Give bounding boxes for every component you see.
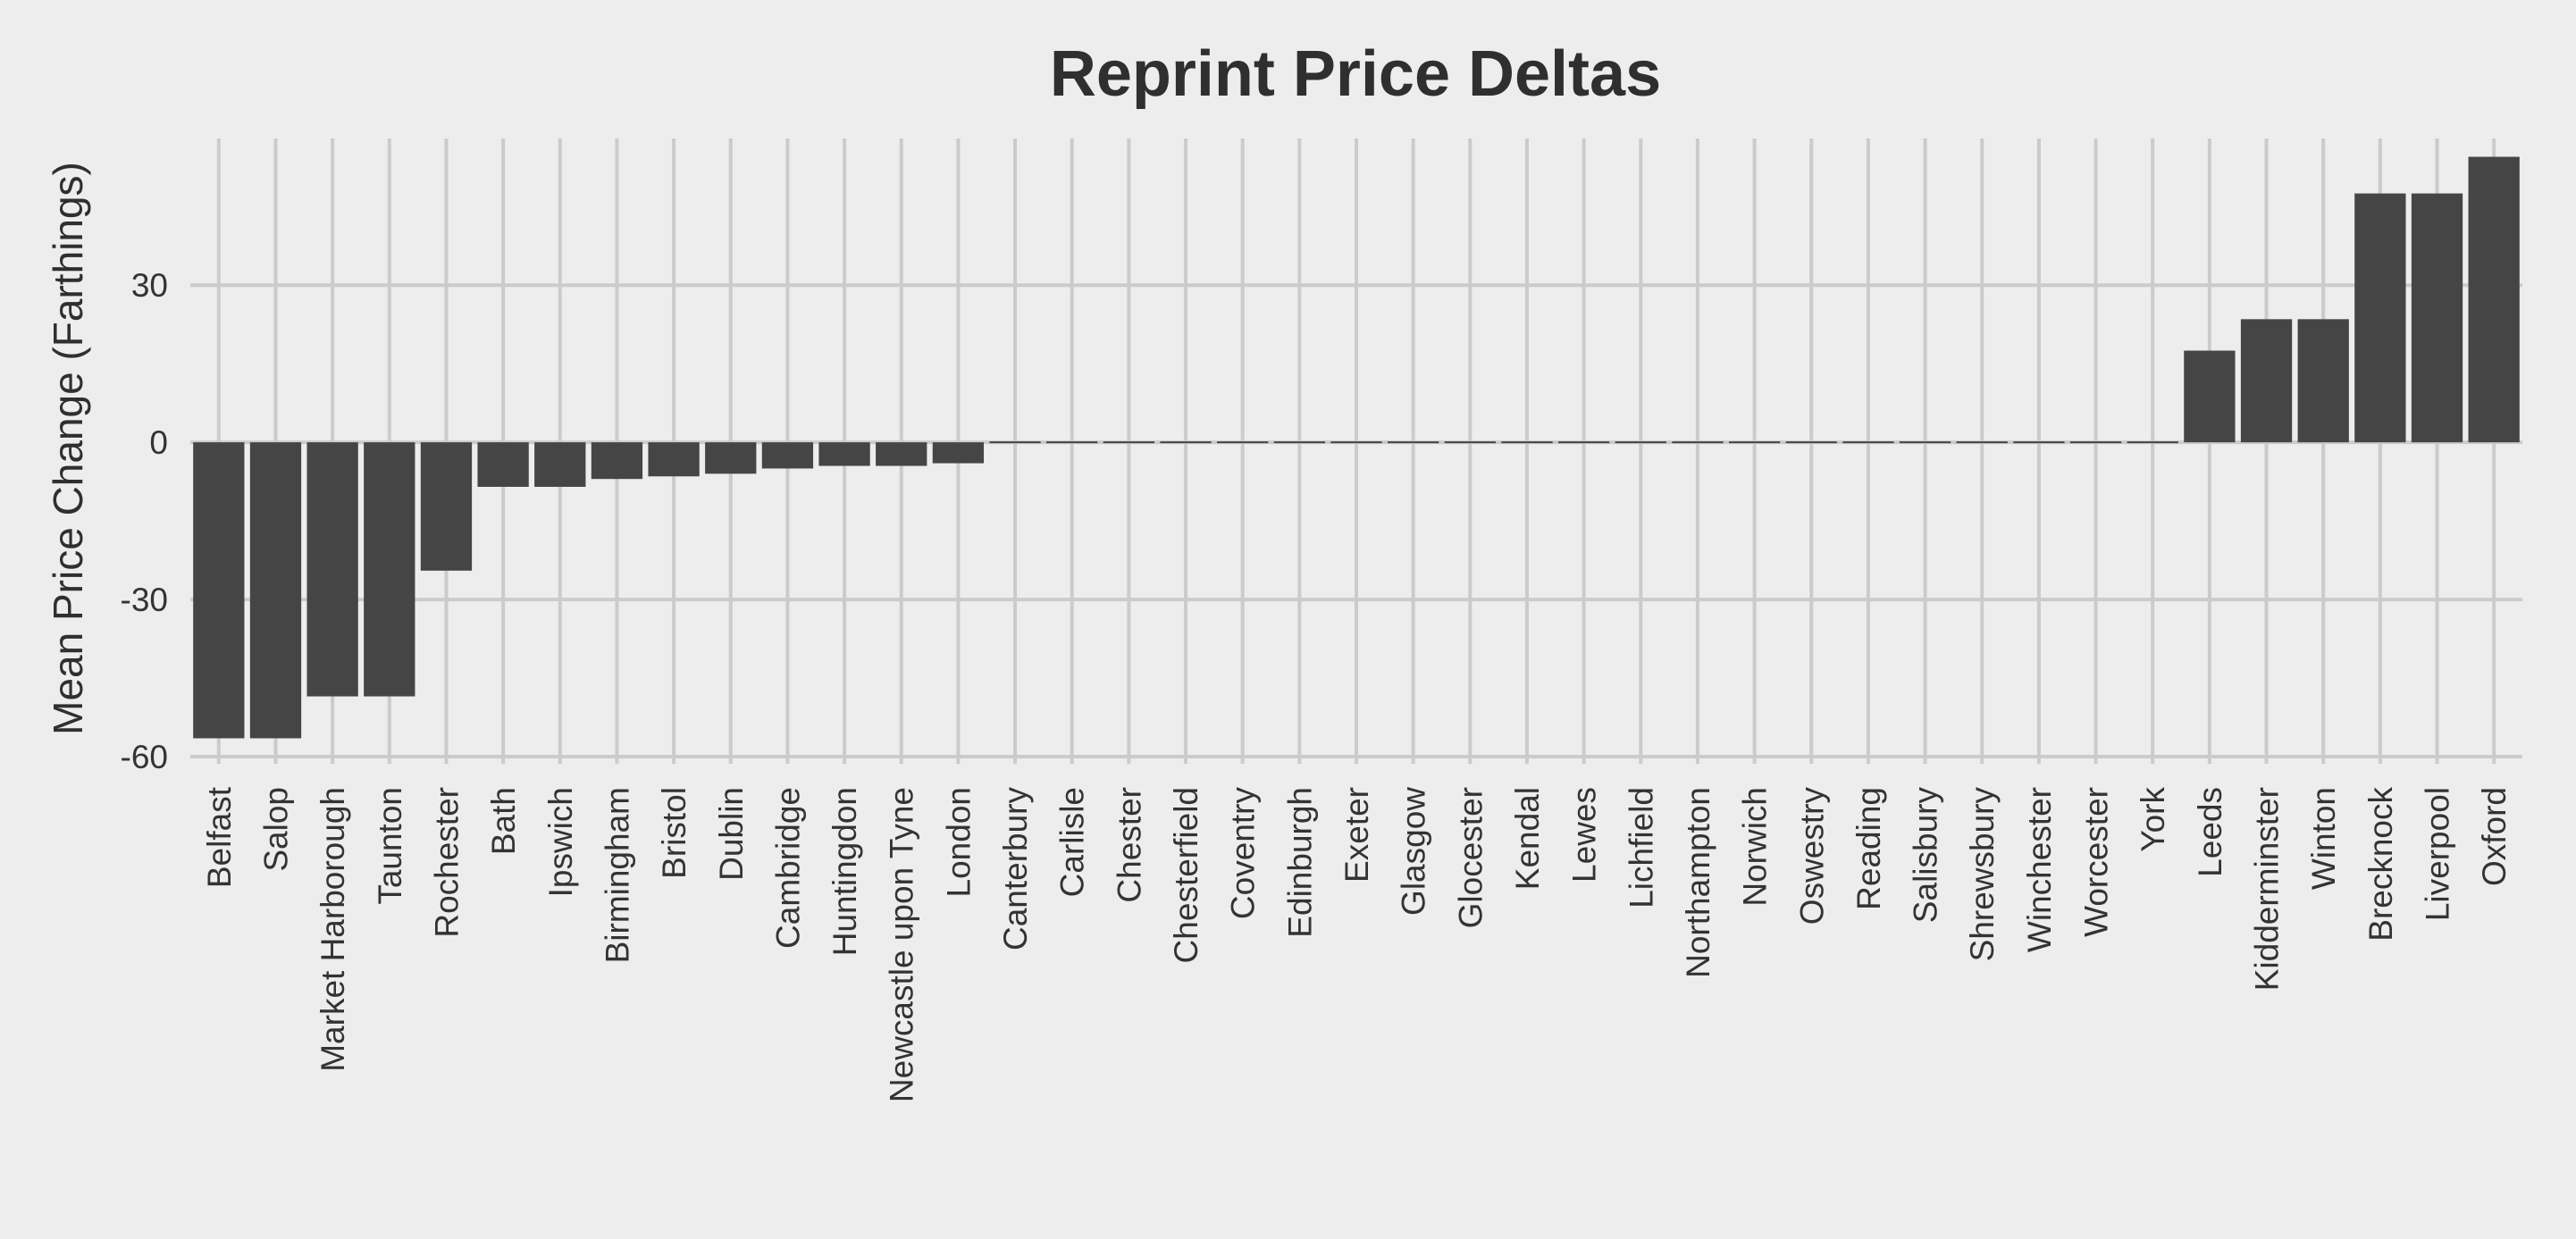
bar-reading xyxy=(1842,441,1894,444)
x-tick-label-cambridge: Cambridge xyxy=(769,787,806,949)
x-tick-label-leeds: Leeds xyxy=(2192,787,2228,877)
x-tick-label-huntingdon: Huntingdon xyxy=(827,787,863,956)
bar-shrewsbury xyxy=(1956,441,2008,444)
x-tick-label-york: York xyxy=(2135,787,2171,852)
x-tick-label-exeter: Exeter xyxy=(1338,787,1375,883)
bar-oxford xyxy=(2468,156,2520,443)
bar-canterbury xyxy=(989,441,1041,444)
x-tick-label-dublin: Dublin xyxy=(713,787,750,881)
bar-liverpool xyxy=(2411,193,2463,443)
x-tick-label-salop: Salop xyxy=(257,787,294,872)
bar-dublin xyxy=(705,442,757,474)
y-axis-ticks: -60 -30 0 30 xyxy=(121,267,168,775)
bar-ipswich xyxy=(534,442,586,487)
bar-chesterfield xyxy=(1160,441,1212,444)
x-tick-label-oswestry: Oswestry xyxy=(1793,787,1830,925)
y-tick-label: 0 xyxy=(149,424,168,461)
x-axis-ticks: Belfast Salop Market Harborough Taunton Roch… xyxy=(201,786,2513,1102)
x-tick-label-worcester: Worcester xyxy=(2078,787,2115,937)
x-tick-label-salisbury: Salisbury xyxy=(1908,787,1944,924)
x-tick-label-birmingham: Birmingham xyxy=(599,787,635,963)
bar-norwich xyxy=(1728,441,1781,444)
x-tick-label-edinburgh: Edinburgh xyxy=(1281,787,1318,938)
bar-glocester xyxy=(1444,441,1496,444)
bar-rochester xyxy=(420,442,473,571)
x-tick-label-glasgow: Glasgow xyxy=(1396,787,1432,916)
bar-bristol xyxy=(648,442,700,477)
x-tick-label-shrewsbury: Shrewsbury xyxy=(1964,787,2001,962)
bar-market-harborough xyxy=(306,442,358,697)
bar-exeter xyxy=(1330,441,1382,444)
x-tick-label-coventry: Coventry xyxy=(1225,787,1262,920)
bar-newcastle-upon-tyne xyxy=(876,442,927,466)
x-tick-label-northampton: Northampton xyxy=(1680,787,1716,978)
x-tick-label-glocester: Glocester xyxy=(1452,787,1489,928)
bar-kidderminster xyxy=(2240,319,2293,443)
bar-worcester xyxy=(2069,441,2122,444)
x-tick-label-winchester: Winchester xyxy=(2021,787,2058,952)
x-tick-label-kidderminster: Kidderminster xyxy=(2249,787,2286,991)
bar-chester xyxy=(1103,441,1155,444)
bar-edinburgh xyxy=(1273,441,1325,444)
bar-winchester xyxy=(2013,441,2065,444)
x-tick-label-chesterfield: Chesterfield xyxy=(1168,787,1204,963)
bar-huntingdon xyxy=(818,442,870,466)
x-tick-label-bath: Bath xyxy=(485,787,522,855)
x-tick-label-norwich: Norwich xyxy=(1737,787,1774,907)
bar-oswestry xyxy=(1785,441,1837,444)
bar-winton xyxy=(2297,319,2349,443)
x-tick-label-winton: Winton xyxy=(2305,787,2342,890)
bar-york xyxy=(2127,441,2178,444)
x-tick-label-taunton: Taunton xyxy=(372,787,408,905)
x-tick-label-oxford: Oxford xyxy=(2476,787,2513,886)
x-tick-label-market-harborough: Market Harborough xyxy=(315,787,351,1072)
x-tick-label-lichfield: Lichfield xyxy=(1623,787,1659,908)
bar-lewes xyxy=(1557,441,1610,444)
bar-brecknock xyxy=(2354,193,2406,443)
bar-salisbury xyxy=(1899,441,1951,444)
bar-lichfield xyxy=(1615,441,1666,444)
x-tick-label-reading: Reading xyxy=(1850,787,1887,910)
y-axis-title: Mean Price Change (Farthings) xyxy=(45,162,91,735)
chart-title: Reprint Price Deltas xyxy=(1049,38,1662,110)
bars xyxy=(193,156,2520,739)
x-tick-label-kendal: Kendal xyxy=(1509,787,1546,890)
x-tick-label-london: London xyxy=(940,787,977,897)
x-tick-label-brecknock: Brecknock xyxy=(2362,787,2399,942)
bar-coventry xyxy=(1217,441,1269,444)
bar-belfast xyxy=(193,442,245,739)
x-tick-label-lewes: Lewes xyxy=(1566,787,1603,883)
x-tick-label-canterbury: Canterbury xyxy=(997,787,1034,951)
bar-taunton xyxy=(364,442,415,697)
x-tick-label-belfast: Belfast xyxy=(201,786,238,888)
y-tick-label: -30 xyxy=(121,582,168,618)
y-tick-label: -60 xyxy=(121,739,168,775)
bar-birmingham xyxy=(591,442,643,480)
bar-glasgow xyxy=(1388,441,1439,444)
y-tick-label: 30 xyxy=(131,267,168,304)
bar-cambridge xyxy=(761,442,814,469)
x-tick-label-ipswich: Ipswich xyxy=(542,787,579,897)
x-tick-label-bristol: Bristol xyxy=(656,787,692,879)
bar-salop xyxy=(249,442,302,739)
x-tick-label-carlisle: Carlisle xyxy=(1054,787,1091,897)
x-tick-label-rochester: Rochester xyxy=(428,787,465,938)
bar-northampton xyxy=(1672,441,1724,444)
x-tick-label-newcastle-upon-tyne: Newcastle upon Tyne xyxy=(884,787,920,1102)
bar-london xyxy=(932,442,985,464)
bar-bath xyxy=(477,442,529,487)
x-tick-label-chester: Chester xyxy=(1111,787,1147,903)
x-tick-label-liverpool: Liverpool xyxy=(2420,787,2456,921)
bar-kendal xyxy=(1501,441,1553,444)
bar-leeds xyxy=(2184,350,2236,443)
bar-carlisle xyxy=(1046,441,1098,444)
